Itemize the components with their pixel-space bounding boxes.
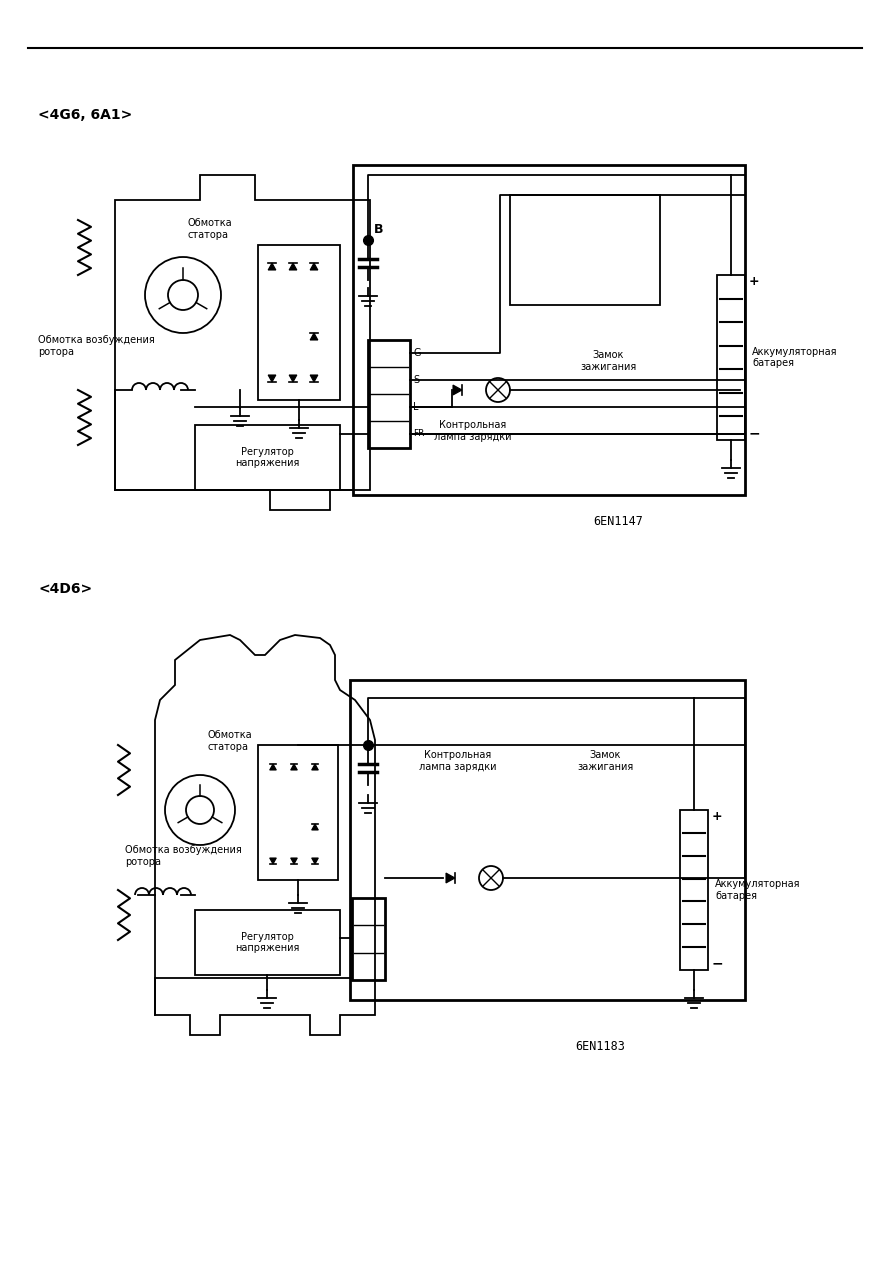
Polygon shape — [312, 823, 318, 830]
Polygon shape — [312, 858, 318, 864]
Text: −: − — [749, 426, 761, 440]
Text: Обмотка возбуждения
ротора: Обмотка возбуждения ротора — [38, 335, 154, 356]
Text: Обмотка
статора: Обмотка статора — [188, 218, 232, 240]
Text: <4D6>: <4D6> — [38, 582, 92, 596]
Text: Обмотка
статора: Обмотка статора — [208, 730, 253, 751]
Text: Аккумуляторная
батарея: Аккумуляторная батарея — [715, 879, 800, 901]
Text: Регулятор
напряжения: Регулятор напряжения — [236, 932, 300, 954]
Text: Замок
зажигания: Замок зажигания — [577, 750, 633, 772]
Text: G: G — [413, 349, 421, 357]
Text: +: + — [712, 810, 722, 823]
Text: B: B — [374, 224, 383, 236]
Text: Обмотка возбуждения
ротора: Обмотка возбуждения ротора — [125, 845, 242, 866]
Text: −: − — [712, 956, 723, 970]
Text: Контрольная
лампа зарядки: Контрольная лампа зарядки — [419, 750, 497, 772]
Polygon shape — [291, 764, 297, 770]
Polygon shape — [446, 873, 455, 883]
Polygon shape — [310, 333, 318, 340]
Text: <4G6, 6A1>: <4G6, 6A1> — [38, 109, 132, 123]
Text: 6EN1183: 6EN1183 — [575, 1039, 625, 1053]
Polygon shape — [453, 385, 462, 395]
Polygon shape — [312, 764, 318, 770]
Text: FR: FR — [413, 429, 424, 438]
Circle shape — [165, 775, 235, 845]
Text: Регулятор
напряжения: Регулятор напряжения — [236, 447, 300, 469]
Polygon shape — [310, 263, 318, 270]
Text: Замок
зажигания: Замок зажигания — [580, 350, 636, 371]
Text: Контрольная
лампа зарядки: Контрольная лампа зарядки — [434, 421, 512, 442]
Polygon shape — [268, 375, 276, 381]
Text: S: S — [413, 375, 419, 385]
Text: 6EN1147: 6EN1147 — [593, 515, 643, 528]
Circle shape — [145, 256, 221, 333]
Text: +: + — [749, 275, 760, 288]
Polygon shape — [289, 263, 296, 270]
Polygon shape — [310, 375, 318, 381]
Polygon shape — [270, 764, 276, 770]
Polygon shape — [268, 263, 276, 270]
Text: L: L — [413, 402, 419, 412]
Polygon shape — [289, 375, 296, 381]
Polygon shape — [291, 858, 297, 864]
Text: Аккумуляторная
батарея: Аккумуляторная батарея — [752, 347, 838, 369]
Polygon shape — [270, 858, 276, 864]
